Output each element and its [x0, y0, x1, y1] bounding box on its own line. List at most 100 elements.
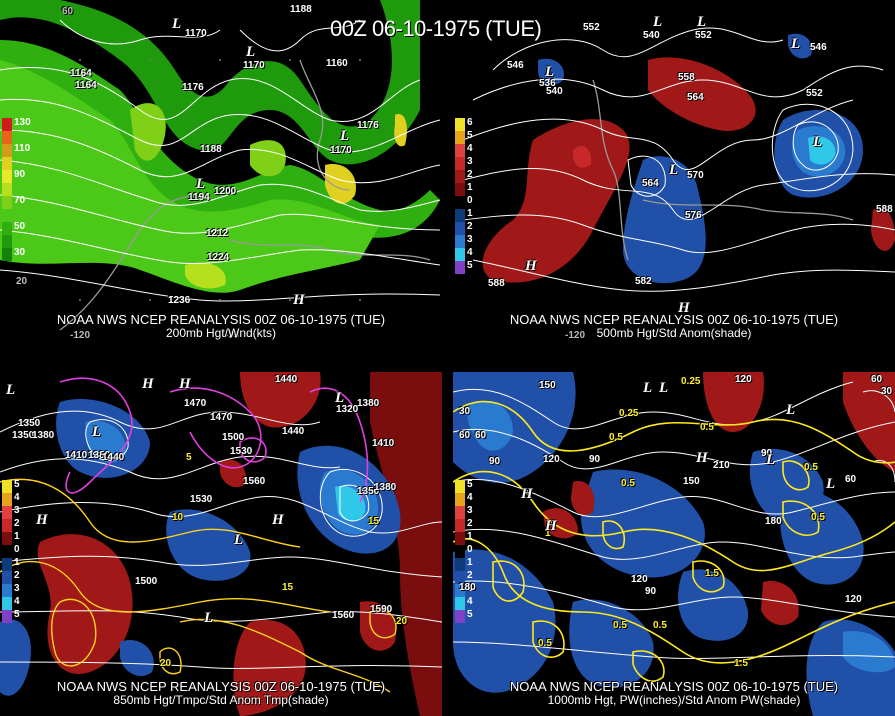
legend-label: 0 — [467, 544, 473, 555]
temperature-label: 15 — [282, 582, 294, 593]
legend-label: 3 — [467, 583, 473, 594]
legend-label: 110 — [14, 143, 31, 154]
contour-label: 1350 — [357, 486, 380, 497]
contour-label: 546 — [810, 42, 827, 53]
panel-subcaption: 850mb Hgt/Tmpc/Std Anom Tmp(shade) — [113, 693, 329, 707]
panel-caption: NOAA NWS NCEP REANALYSIS 00Z 06-10-1975 … — [56, 679, 386, 694]
legend-swatch: 2 — [455, 570, 473, 584]
low-center: L — [335, 390, 345, 406]
legend-label: 3 — [467, 505, 473, 516]
legend-label: 5 — [467, 260, 473, 271]
graticule — [79, 59, 361, 301]
height-contours-200mb — [0, 19, 441, 302]
legend-label: 90 — [14, 169, 26, 180]
contour-label: 588 — [876, 204, 893, 215]
temperature-label: 15 — [368, 516, 380, 527]
legend-label: 1 — [467, 208, 473, 219]
contour-label: 90 — [761, 448, 773, 459]
legend-label: 50 — [14, 221, 26, 232]
contour-label: 1200 — [214, 186, 237, 197]
pw-label: 0.25 — [681, 376, 701, 387]
legend-label: 2 — [14, 570, 20, 581]
legend-swatch: 1 — [455, 531, 473, 545]
pw-label: 1.5 — [734, 658, 748, 669]
zero-isotherm — [59, 377, 369, 503]
legend-swatch: 0 — [455, 195, 473, 209]
contour-label: 180 — [765, 516, 782, 527]
pw-label: 0.5 — [538, 638, 552, 649]
panel-subcaption: 500mb Hgt/Std Anom(shade) — [596, 326, 752, 340]
legend-label: 3 — [467, 156, 473, 167]
contour-label: 1500 — [135, 576, 158, 587]
contour-label: 60 — [845, 474, 857, 485]
legend-label: 5 — [467, 130, 473, 141]
legend-swatch: 90 — [2, 169, 25, 183]
legend-swatch — [2, 183, 12, 196]
pw-label: 0.25 — [619, 408, 639, 419]
contour-label: 1350 — [12, 430, 35, 441]
high-center: H — [272, 512, 284, 528]
contour-label: 1440 — [282, 426, 305, 437]
legend-1000mb: 5 4 3 2 1 0 1 2 3 4 5 — [455, 479, 473, 623]
contour-label: 120 — [543, 454, 560, 465]
legend-label: 1 — [467, 531, 473, 542]
contour-label: 1470 — [184, 398, 207, 409]
contour-label: 1440 — [102, 452, 125, 463]
contour-label: 1164 — [70, 68, 92, 79]
pw-label: 0.5 — [811, 512, 825, 523]
low-center: L — [6, 382, 16, 398]
contour-label: 1164 — [75, 80, 97, 91]
high-center: H — [142, 376, 154, 392]
contour-label: 1560 — [243, 476, 266, 487]
contour-label: 30 — [881, 386, 893, 397]
legend-swatch — [2, 131, 12, 144]
low-center: L — [204, 610, 214, 626]
contour-label: 552 — [806, 88, 823, 99]
high-center: L — [697, 14, 707, 30]
high-center: H — [696, 450, 708, 466]
low-center: L — [545, 64, 555, 80]
contour-label: 120 — [631, 574, 648, 585]
legend-label: 1 — [467, 182, 473, 193]
contour-label: 30 — [459, 406, 471, 417]
pw-label: 1.5 — [705, 568, 719, 579]
low-center: L — [826, 476, 836, 492]
contour-label: 90 — [489, 456, 501, 467]
high-center: H — [521, 486, 533, 502]
contour-label: 1410 — [65, 450, 88, 461]
legend-label: 2 — [467, 221, 473, 232]
contour-label: 536 — [539, 78, 556, 89]
legend-swatch: 5 — [2, 609, 20, 623]
contour-label: 1194 — [188, 192, 210, 203]
precipitable-water-contours — [453, 400, 895, 682]
legend-label: 2 — [14, 518, 20, 529]
legend-label: 0 — [14, 544, 20, 555]
contour-label: 1176 — [182, 82, 204, 93]
contour-label: 1160 — [326, 58, 348, 69]
contour-label: 588 — [488, 278, 505, 289]
legend-swatch: 5 — [455, 130, 473, 144]
legend-label: 0 — [467, 195, 473, 206]
legend-swatch: 0 — [455, 544, 473, 558]
contour-label: 1560 — [332, 610, 355, 621]
legend-swatch: 1 — [2, 557, 20, 571]
legend-label: 3 — [467, 234, 473, 245]
legend-label: 4 — [467, 143, 473, 154]
contour-label: 1188 — [290, 4, 312, 15]
contour-label: 546 — [507, 60, 524, 71]
legend-label: 5 — [467, 609, 473, 620]
legend-500mb: 6 5 4 3 2 1 0 1 2 3 4 5 — [455, 117, 473, 274]
contour-label: 564 — [687, 92, 704, 103]
contour-label: 1224 — [207, 252, 230, 263]
legend-swatch: 50 — [2, 221, 25, 235]
legend-label: 70 — [14, 195, 26, 206]
panel-200mb: 130 110 90 70 50 30 1164 1164 1170 1176 1188 … — [0, 0, 442, 345]
legend-label: 2 — [467, 169, 473, 180]
contour-label: 60 — [459, 430, 471, 441]
pw-label: 1 — [545, 528, 551, 539]
legend-label: 4 — [14, 492, 20, 503]
contour-label: 558 — [678, 72, 695, 83]
legend-label: 1 — [14, 557, 20, 568]
legend-swatch — [2, 235, 12, 248]
